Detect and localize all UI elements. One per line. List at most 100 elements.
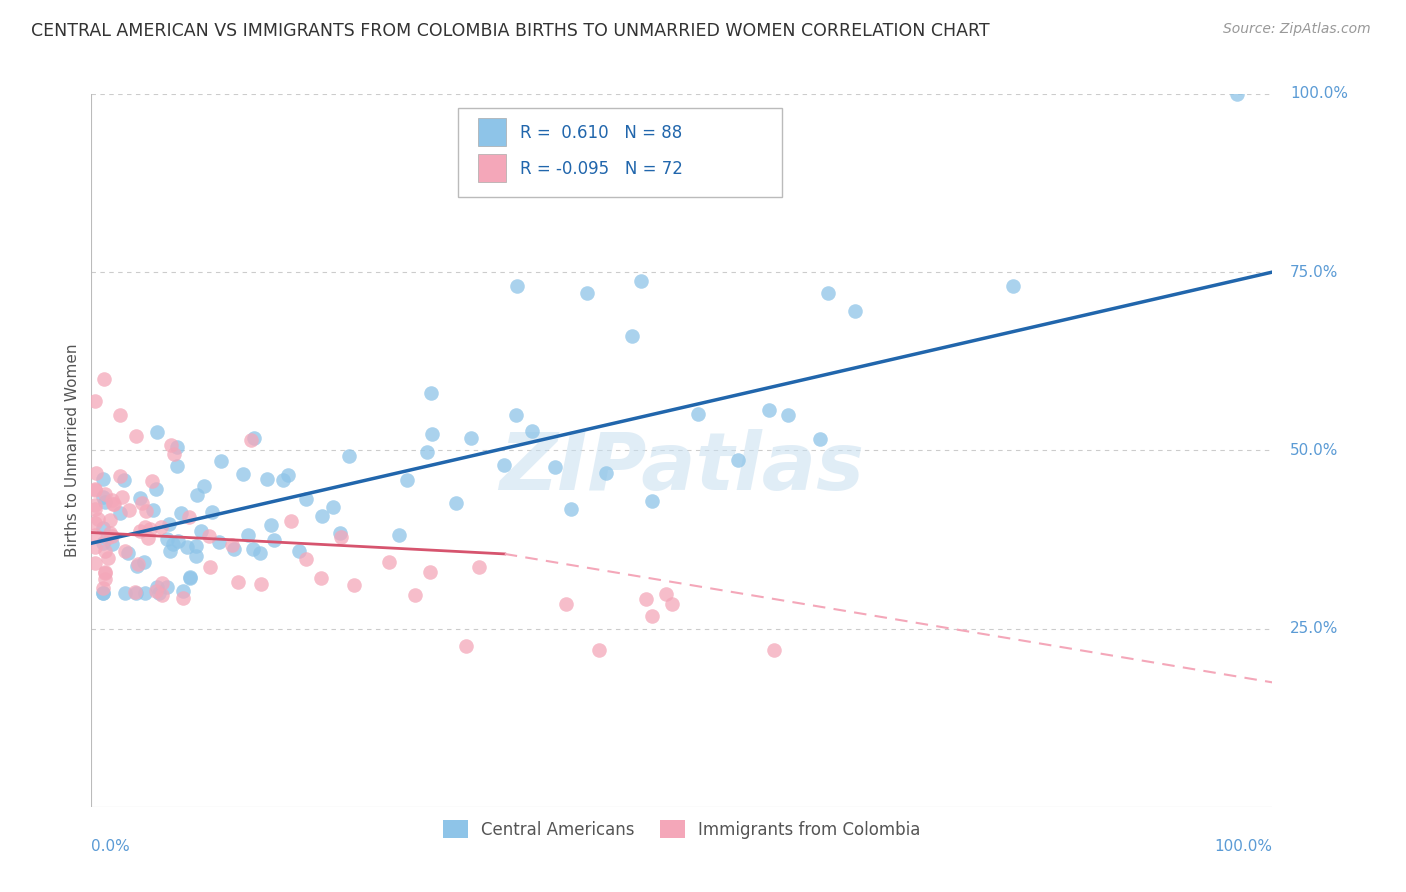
Point [98,525,121,540]
Point [222,542,245,557]
Point [295,552,318,566]
Point [166,458,188,473]
Legend: Central Americans, Immigrants from Colombia: Central Americans, Immigrants from Colom… [436,814,928,846]
Point [117,546,139,560]
Text: 100.0%: 100.0% [1215,839,1272,855]
Point [630,274,652,288]
Point [128,524,150,538]
Point [808,432,831,446]
Point [87,511,110,525]
Point [128,491,150,506]
Point [100,537,122,551]
FancyBboxPatch shape [457,108,782,197]
Point [378,555,401,569]
Point [124,585,146,599]
Point [661,597,683,611]
Point [277,468,299,483]
Point [94,543,117,558]
Point [239,433,262,447]
Point [94,572,117,586]
Point [505,279,527,293]
Point [84,541,107,555]
Point [817,285,839,300]
Text: ZIPatlas: ZIPatlas [499,429,865,508]
Point [136,531,159,545]
Point [211,454,233,468]
Point [640,493,662,508]
Point [420,386,443,401]
Point [190,524,212,538]
Point [127,559,149,574]
Point [91,472,114,486]
Point [91,535,114,549]
Point [145,584,167,599]
Point [396,473,419,487]
Point [186,488,208,502]
Point [84,501,107,516]
Point [84,556,107,570]
Point [98,513,121,527]
Point [110,469,132,483]
Text: 25.0%: 25.0% [1291,622,1339,636]
Text: 50.0%: 50.0% [1291,443,1339,458]
Point [776,408,799,422]
Point [198,559,221,574]
Point [1001,279,1024,293]
Point [263,533,285,547]
Point [640,609,662,624]
Point [420,426,443,441]
Point [103,497,125,511]
Point [295,491,318,506]
Point [172,584,194,599]
Point [93,566,115,580]
Point [84,516,107,531]
Text: R = -0.095   N = 72: R = -0.095 N = 72 [520,160,683,178]
Point [84,483,107,497]
Point [416,445,439,459]
Point [108,506,131,520]
Point [114,586,136,600]
Point [271,473,294,487]
Point [198,529,221,543]
Point [84,482,107,496]
Point [162,537,184,551]
Point [232,467,254,481]
Point [162,447,184,461]
Point [221,538,243,552]
Point [588,643,610,657]
Point [145,482,167,496]
Point [186,539,208,553]
Point [91,586,114,600]
Point [543,460,565,475]
Point [337,449,360,463]
Point [97,551,120,566]
Point [134,586,156,600]
Point [388,528,411,542]
Point [179,571,201,585]
Point [101,493,124,508]
Point [686,407,709,421]
Point [150,520,173,534]
Point [208,535,231,549]
Point [555,597,578,611]
Point [96,531,118,545]
Point [727,452,749,467]
Point [634,591,657,606]
Point [329,525,352,540]
Point [94,487,117,501]
Point [159,544,181,558]
Point [329,530,352,544]
Point [141,474,163,488]
Point [91,521,114,535]
Point [621,328,644,343]
Point [522,424,544,438]
Text: R =  0.610   N = 88: R = 0.610 N = 88 [520,124,682,142]
Point [288,544,311,558]
Point [148,586,170,600]
Point [460,432,482,446]
Point [655,587,678,601]
Point [186,549,208,563]
Point [134,520,156,534]
Point [94,495,117,509]
Point [84,467,107,481]
